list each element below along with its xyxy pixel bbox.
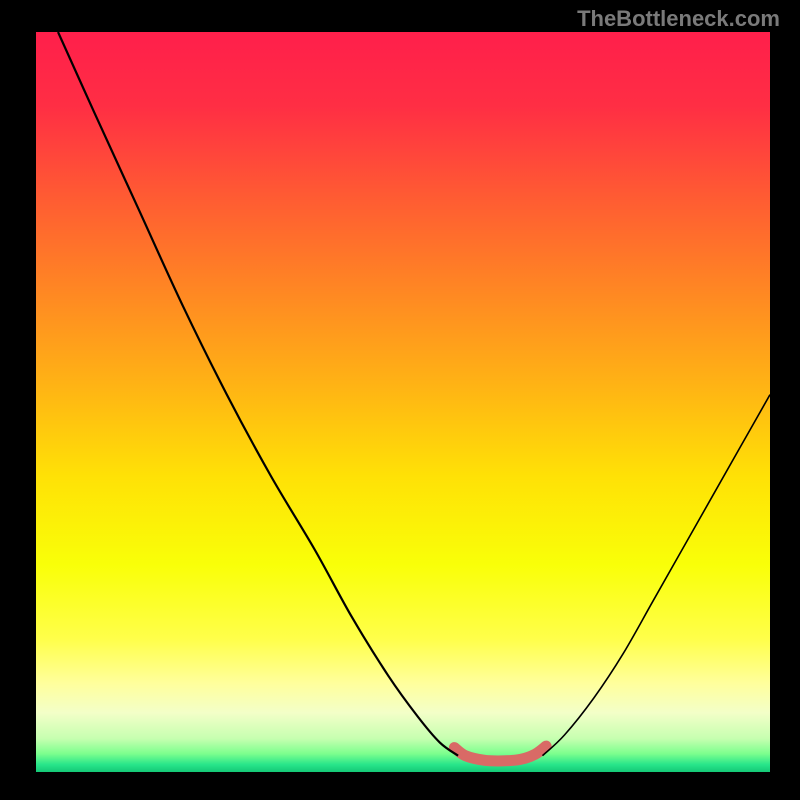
- plot-area: [36, 32, 770, 772]
- curve-left: [58, 32, 458, 756]
- trough-marker: [454, 746, 546, 761]
- chart-frame: TheBottleneck.com: [0, 0, 800, 800]
- curve-right: [542, 395, 770, 756]
- curve-layer: [36, 32, 770, 772]
- watermark-text: TheBottleneck.com: [577, 6, 780, 32]
